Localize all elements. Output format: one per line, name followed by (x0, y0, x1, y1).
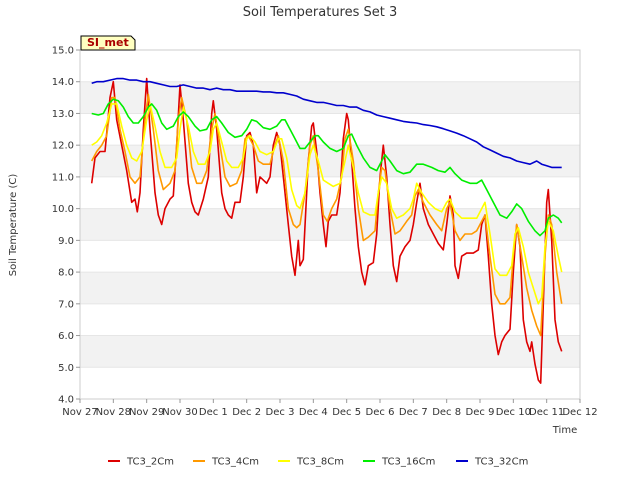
y-tick-label: 11.0 (52, 172, 74, 183)
y-tick-label: 4.0 (58, 395, 74, 406)
x-tick-label: Nov 30 (162, 407, 197, 418)
x-tick-label: Nov 29 (129, 407, 164, 418)
y-tick-label: 10.0 (52, 204, 74, 215)
chart-title: Soil Temperatures Set 3 (243, 5, 398, 20)
grid-band (80, 81, 580, 114)
series-line-tc3-4cm (90, 93, 563, 337)
x-axis-label: Time (552, 425, 577, 436)
x-tick-label: Dec 7 (399, 407, 428, 418)
x-tick-label: Dec 4 (299, 407, 328, 418)
y-axis: 4.0 5.0 6.0 7.0 8.0 9.0 10.0 11.0 12.0 13.0 14.0 15… (52, 46, 80, 406)
series-line-tc3-32cm (91, 77, 562, 169)
x-tick-label: Dec 9 (466, 407, 495, 418)
y-tick-label: 9.0 (58, 236, 74, 247)
y-tick-label: 15.0 (52, 46, 74, 57)
x-tick-label: Dec 3 (266, 407, 295, 418)
grid-band (80, 272, 580, 304)
x-tick-label: Dec 11 (529, 407, 564, 418)
legend: TC3_2Cm TC3_4Cm TC3_8Cm TC3_16Cm TC3_32Cm (108, 457, 528, 468)
legend-label: TC3_2Cm (126, 457, 174, 468)
legend-label: TC3_32Cm (474, 457, 528, 468)
x-tick-label: Nov 28 (96, 407, 131, 418)
y-tick-label: 8.0 (58, 268, 74, 279)
annotation-text: SI_met (87, 36, 129, 49)
series-line-tc3-16cm (91, 98, 563, 237)
legend-label: TC3_8Cm (296, 457, 344, 468)
grid-band (80, 335, 580, 368)
x-tick-label: Dec 8 (432, 407, 461, 418)
station-annotation: SI_met (80, 35, 136, 51)
plot-frame (79, 49, 581, 400)
x-tick-label: Dec 12 (562, 407, 597, 418)
x-tick-label: Dec 10 (496, 407, 531, 418)
legend-label: TC3_4Cm (211, 457, 259, 468)
y-tick-label: 6.0 (58, 331, 74, 342)
x-tick-label: Nov 27 (62, 407, 97, 418)
y-tick-label: 12.0 (52, 141, 74, 152)
grid-bands (80, 49, 580, 400)
x-tick-label: Dec 2 (232, 407, 261, 418)
y-tick-label: 5.0 (58, 363, 74, 374)
x-tick-label: Dec 1 (199, 407, 228, 418)
y-tick-label: 7.0 (58, 299, 74, 310)
y-axis-label: Soil Temperature (C) (8, 174, 19, 277)
y-tick-label: 14.0 (52, 77, 74, 88)
series-lines (90, 77, 563, 384)
x-tick-label: Dec 5 (332, 407, 361, 418)
series-line-tc3-8cm (91, 103, 563, 305)
y-tick-label: 13.0 (52, 109, 74, 120)
x-tick-label: Dec 6 (366, 407, 395, 418)
legend-label: TC3_16Cm (381, 457, 435, 468)
annotation-box (80, 35, 136, 51)
